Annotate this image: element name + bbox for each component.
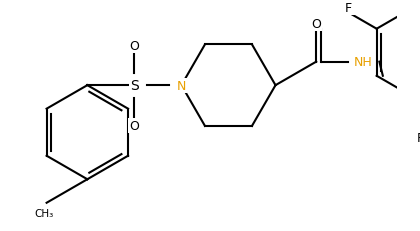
Text: O: O [129,119,139,132]
Text: N: N [177,79,186,92]
Text: N: N [177,79,186,92]
Text: O: O [129,40,139,52]
Text: S: S [130,79,139,93]
Text: CH₃: CH₃ [34,208,54,218]
Text: F: F [344,2,352,15]
Text: O: O [311,18,321,31]
Text: F: F [416,131,420,144]
Text: NH: NH [354,56,373,69]
